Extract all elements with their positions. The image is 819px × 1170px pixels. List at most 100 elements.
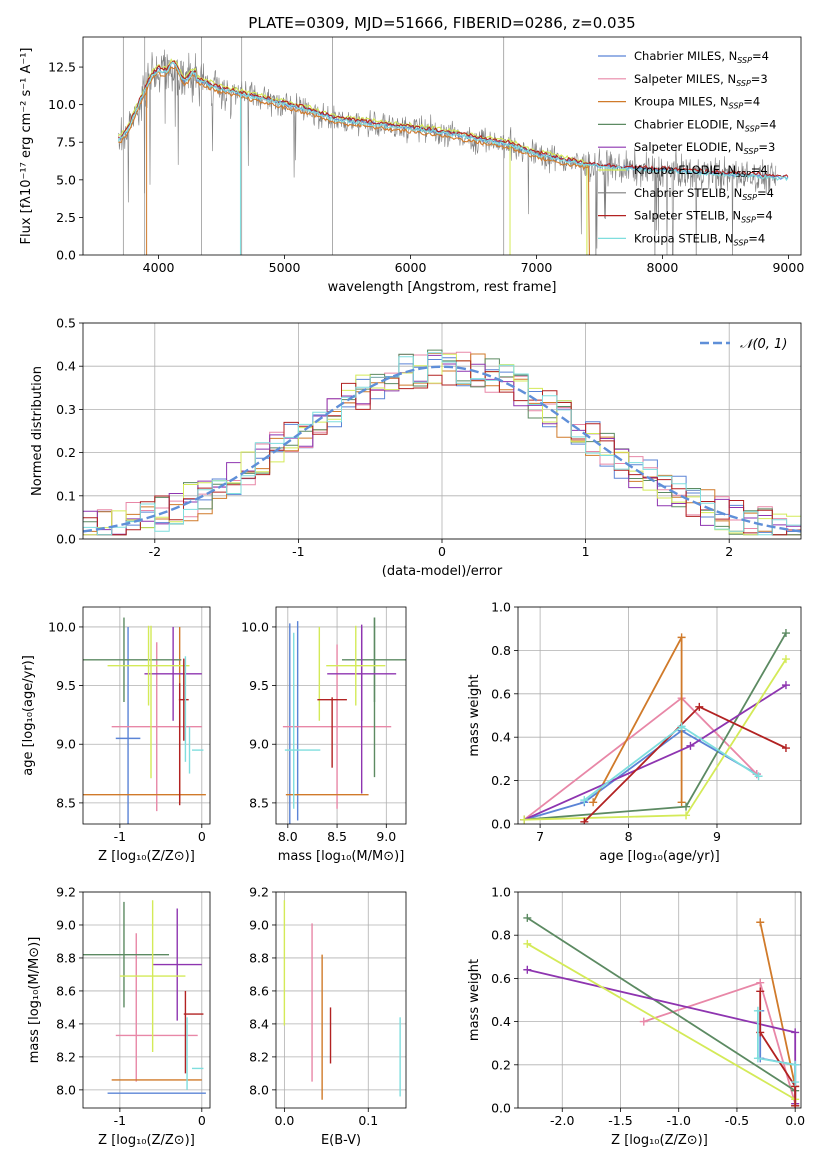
- y-tick-label: 2.5: [56, 210, 76, 225]
- y-axis-label: Flux [fλ10⁻¹⁷ erg cm⁻² s⁻¹ A⁻¹]: [19, 48, 34, 245]
- y-tick-label: 8.5: [249, 795, 269, 810]
- y-tick-label: 7.5: [56, 135, 76, 150]
- y-tick-label: 1.0: [491, 885, 511, 900]
- x-tick-label: 4000: [143, 260, 175, 275]
- y-tick-label: 9.5: [56, 678, 76, 693]
- x-tick-label: 8.5: [327, 829, 347, 844]
- y-tick-label: 0.0: [491, 1101, 511, 1116]
- grid-lines: [276, 891, 406, 1108]
- axes-frame: [275, 606, 407, 825]
- x-tick-label: 2: [725, 544, 733, 559]
- x-tick-label: -2: [149, 544, 161, 559]
- axis-ticks: 4000 5000 6000 7000 8000 9000 0.0 2.5 5.0 7.5 10.0…: [48, 60, 804, 275]
- x-tick-label: 8000: [647, 260, 679, 275]
- axis-ticks: -1 0 8.0 8.2 8.4 8.6 8.8 9.0 9.2: [56, 885, 206, 1129]
- x-tick-label: 0: [198, 1113, 206, 1128]
- plot-area: [83, 617, 206, 824]
- weight-marker: [677, 633, 686, 642]
- axis-ticks: 7 8 9 0.0 0.2 0.4 0.6 0.8 1.0: [491, 600, 721, 845]
- weight-marker: [753, 1054, 762, 1063]
- x-tick-label: 1: [582, 544, 590, 559]
- x-tick-label: 0.0: [274, 1113, 294, 1128]
- y-axis-label: mass weight: [467, 674, 482, 756]
- y-tick-label: 0.4: [56, 359, 76, 374]
- y-axis-label: Normed distribution: [30, 366, 45, 496]
- weight-marker: [523, 939, 532, 948]
- x-axis-label: wavelength [Angstrom, rest frame]: [328, 280, 557, 295]
- weight-line-kroupa_elodie: [526, 943, 797, 1106]
- grid-lines: [276, 607, 406, 824]
- y-tick-label: 0.8: [491, 643, 511, 658]
- y-tick-label: 0.6: [491, 971, 511, 986]
- weight-marker: [756, 987, 765, 996]
- plot-area: [520, 629, 790, 824]
- y-tick-label: 0.2: [56, 445, 76, 460]
- weight-marker: [677, 798, 686, 807]
- weight-marker: [791, 1060, 800, 1069]
- y-axis-label: mass [log₁₀(M/M⊙)]: [27, 937, 42, 1064]
- plot-area: [83, 349, 801, 536]
- y-tick-label: 8.4: [249, 1016, 269, 1031]
- x-tick-label: 0: [198, 829, 206, 844]
- axis-ticks: -1 0 8.5 9.0 9.5 10.0: [48, 619, 206, 844]
- x-tick-label: -1: [114, 829, 126, 844]
- y-tick-label: 0.4: [491, 730, 511, 745]
- x-axis-label: (data-model)/error: [382, 564, 503, 579]
- y-tick-label: 0.0: [56, 532, 76, 547]
- legend-entry: Chabrier STELIB, NSSP=4: [634, 186, 774, 202]
- axes-frame: [517, 891, 802, 1109]
- y-tick-label: 0.0: [491, 817, 511, 832]
- weight-marker: [756, 978, 765, 987]
- legend-entry: Kroupa STELIB, NSSP=4: [634, 231, 765, 247]
- weight-line-kroupa_stelib: [757, 1010, 797, 1083]
- y-tick-label: 0.8: [491, 928, 511, 943]
- weight-marker: [682, 802, 691, 811]
- y-tick-label: 9.0: [249, 737, 269, 752]
- y-tick-label: 0.4: [491, 1014, 511, 1029]
- y-tick-label: 8.8: [249, 950, 269, 965]
- mass-vs-ebv-panel: 0.0 0.1 8.0 8.2 8.4 8.6 8.8 9.0 9.2 E(B-V): [249, 885, 407, 1148]
- histogram-step-salpeter_stelib: [83, 360, 801, 536]
- axes-frame: [82, 322, 802, 540]
- weight-marker: [753, 1006, 762, 1015]
- weight-marker: [677, 722, 686, 731]
- age-vs-metallicity-panel: -1 0 8.5 9.0 9.5 10.0 Z [log₁₀(Z/Z⊙)] age [log₁…: [21, 606, 211, 864]
- y-tick-label: 8.5: [56, 795, 76, 810]
- y-tick-label: 0.5: [56, 316, 76, 331]
- x-tick-label: -2.0: [550, 1113, 574, 1128]
- y-tick-label: 10.0: [241, 619, 269, 634]
- y-tick-label: 10.0: [48, 97, 76, 112]
- weight-marker: [781, 629, 790, 638]
- weight-marker: [781, 744, 790, 753]
- y-tick-label: 9.2: [249, 885, 269, 900]
- weight-line-chabrier_elodie: [524, 632, 787, 821]
- x-tick-label: 7000: [521, 260, 553, 275]
- weight-marker: [791, 1101, 800, 1108]
- x-tick-label: 9.0: [376, 829, 396, 844]
- axis-ticks: -2 -1 0 1 2 0.0 0.1 0.2 0.3 0.4 0.5: [56, 316, 733, 560]
- x-axis-label: E(B-V): [321, 1133, 361, 1148]
- age-vs-mass-panel: 8.0 8.5 9.0 8.5 9.0 9.5 10.0 mass [log₁₀(M/M⊙)]: [241, 606, 407, 864]
- y-tick-label: 8.2: [249, 1049, 269, 1064]
- x-tick-label: 0.1: [358, 1113, 378, 1128]
- y-tick-label: 12.5: [48, 60, 76, 75]
- y-tick-label: 9.0: [249, 917, 269, 932]
- weight-marker: [639, 1017, 648, 1026]
- axes-frame: [82, 891, 211, 1109]
- legend-entry: Salpeter STELIB, NSSP=4: [634, 209, 773, 225]
- y-axis-label: mass weight: [467, 959, 482, 1041]
- y-tick-label: 9.2: [56, 885, 76, 900]
- weight-marker: [580, 796, 589, 805]
- residuals-histogram-panel: -2 -1 0 1 2 0.0 0.1 0.2 0.3 0.4 0.5 (data-model)/er…: [30, 316, 802, 579]
- y-tick-label: 8.6: [249, 983, 269, 998]
- legend-entry: Kroupa MILES, NSSP=4: [634, 95, 760, 111]
- x-axis-label: age [log₁₀(age/yr)]: [599, 849, 720, 864]
- x-tick-label: -1: [292, 544, 304, 559]
- legend-entry: Salpeter MILES, NSSP=3: [634, 72, 768, 88]
- weight-marker: [589, 798, 598, 807]
- axes-frame: [517, 606, 802, 825]
- grid-lines: [83, 607, 210, 824]
- x-tick-label: -1.0: [667, 1113, 691, 1128]
- weight-vs-metallicity-panel: -2.0 -1.5 -1.0 -0.5 0.0 0.0 0.2 0.4 0.6 0.8 1.0 Z […: [467, 885, 805, 1149]
- y-tick-label: 8.0: [249, 1082, 269, 1097]
